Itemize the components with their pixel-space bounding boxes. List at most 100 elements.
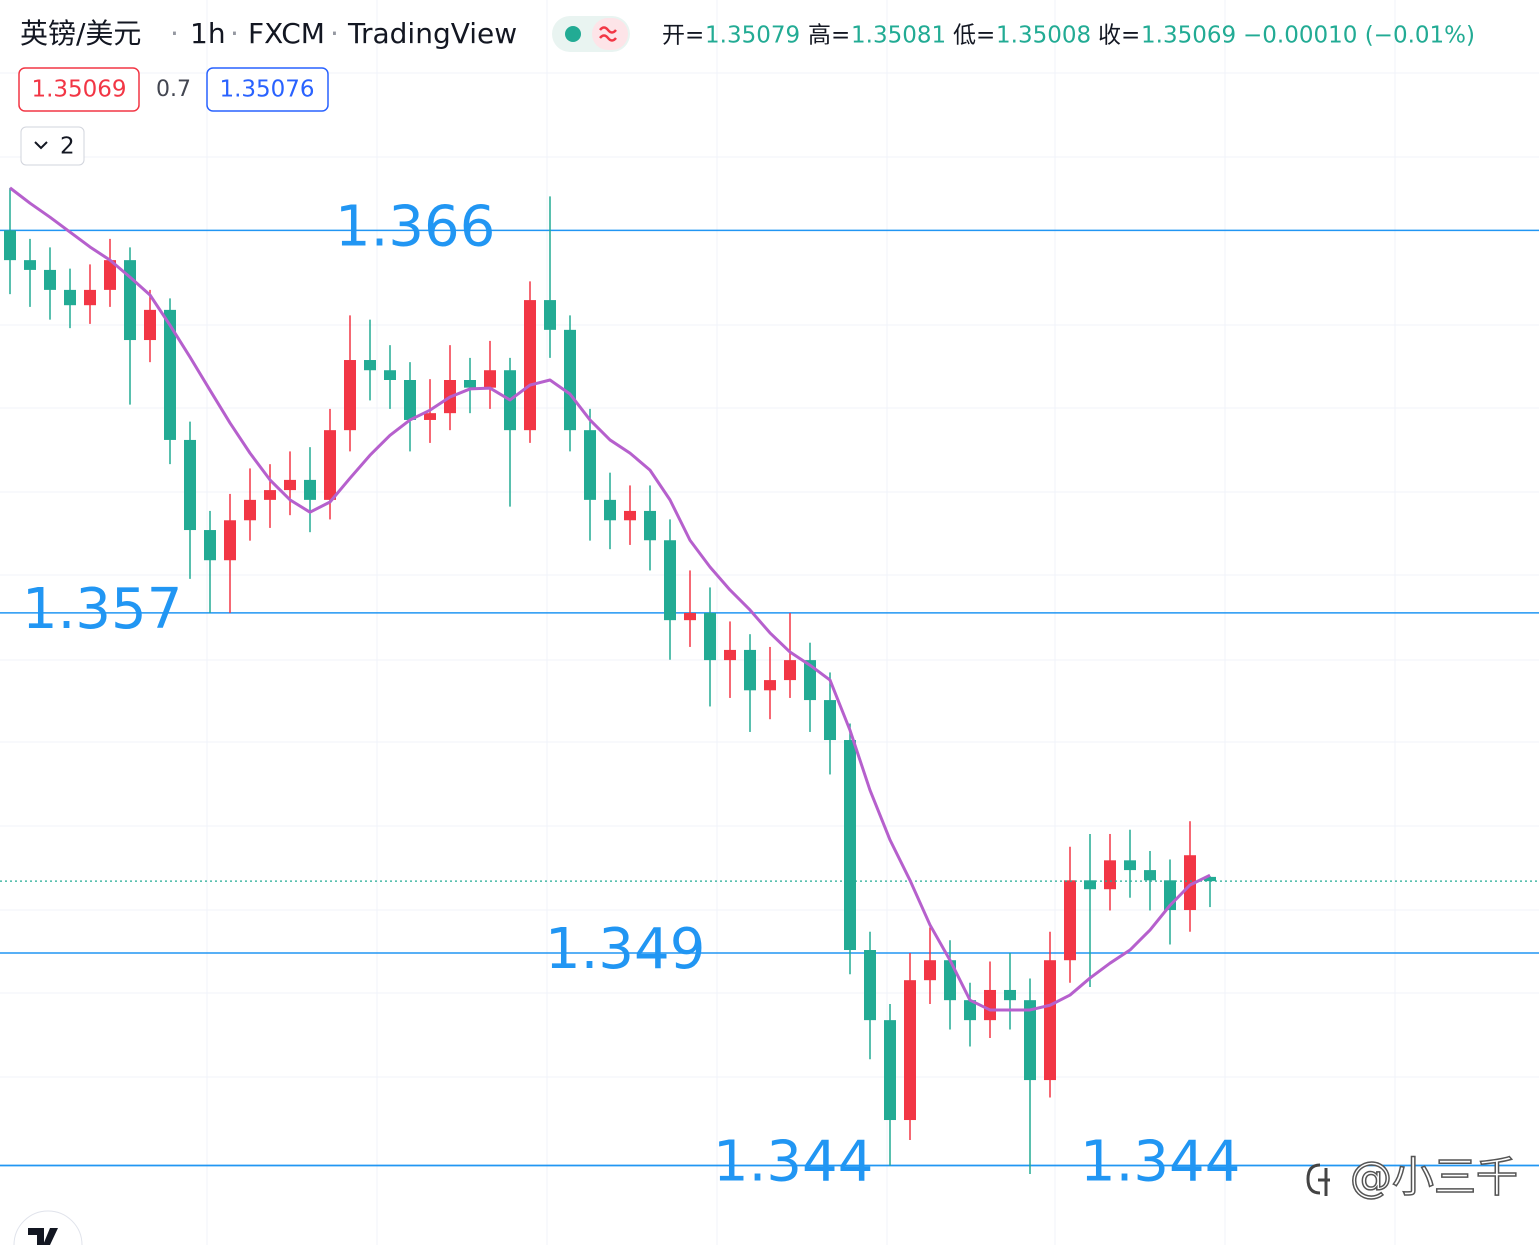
candle-body [464,380,476,388]
ask: 1.35076 [219,77,314,103]
candle-body [104,260,116,290]
bid: 1.35069 [31,77,126,103]
candle-body [524,300,536,431]
level-label: 1.349 [545,917,705,982]
candle-body [44,269,56,290]
level-label: 1.366 [335,195,495,260]
candle-body [364,360,376,371]
status-dot [565,26,581,42]
exchange: FXCM [248,17,325,50]
candle-body [1184,855,1196,911]
candle-body [644,510,656,541]
candle-body [564,329,576,431]
candle-body [624,510,636,521]
watermark-text: @小三千 [1350,1153,1518,1202]
candle-body [964,1000,976,1021]
separator: · [330,17,339,50]
tv-logo [13,1210,83,1245]
ohlc-value: 1.35008 [996,23,1091,49]
candle-body [604,499,616,521]
candle-body [64,289,76,306]
candle-body [704,612,716,661]
candle-body [544,300,556,330]
candle-body [1124,860,1136,871]
candle-body [1204,876,1216,882]
candle-body [684,612,696,621]
candle-body [224,520,236,561]
buy-button[interactable] [206,67,329,112]
candle-body [724,649,736,661]
candle-body [184,439,196,531]
candle-body [244,499,256,521]
candle-body [944,960,956,1001]
candle-body [344,360,356,431]
candle-body [1004,989,1016,1001]
candle-body [1024,1000,1036,1081]
watermark-logo [1306,1163,1330,1196]
moving-average [9,186,1211,1012]
candle-body [884,1020,896,1121]
candle-body [1064,880,1076,961]
candle-body [24,260,36,270]
candle-body [764,680,776,691]
status-icon [599,26,617,42]
ohlc-value: 1.35069 [1141,23,1236,49]
candle-body [864,950,876,1021]
symbol: 英镑/美元 [20,17,141,50]
ohlc-label: 低= [953,23,995,49]
candle-body [324,430,336,500]
ohlc-label: 高= [808,23,850,49]
candle-body [784,660,796,681]
change: −0.00010 (−0.01%) [1243,23,1475,49]
ohlc-label: 收= [1098,23,1140,49]
candle-body [1084,880,1096,890]
separator: · [230,17,239,50]
logo-bg [13,1210,83,1245]
candle-body [584,430,596,500]
candle-body [904,980,916,1121]
ohlc-value: 1.35079 [705,23,800,49]
candle-body [1144,870,1156,881]
candle-body [304,479,316,500]
candle-body [844,740,856,951]
candle-body [1104,860,1116,890]
header: 英镑/美元 · 1h · FXCM · TradingView 开= 1.350… [18,16,1475,166]
candle-body [924,960,936,981]
ohlc-label: 开= [662,23,704,49]
logo-mark [28,1228,58,1245]
candle-body [264,490,276,500]
status-icon-bg [592,18,628,50]
chevron [34,141,48,150]
platform: TradingView [347,17,517,50]
spread: 0.7 [156,77,191,102]
plot: 1.366 1.357 1.349 1.344 1.344 [0,186,1539,1195]
ohlc-value: 1.35081 [851,23,946,49]
candle-body [804,660,816,701]
candle-body [84,289,96,306]
candle-body [284,479,296,491]
candle-body [484,370,496,388]
sell-button[interactable] [18,67,140,112]
level-label: 1.344 [713,1130,873,1195]
level-label: 1.344 [1080,1130,1240,1195]
candle-body [164,309,176,440]
candle-body [4,230,16,261]
candle-body [384,370,396,381]
indicator-count: 2 [60,134,75,160]
level-label: 1.357 [22,577,182,642]
indicator-toggle[interactable] [20,126,85,166]
watermark: @小三千 [1306,1152,1519,1202]
candle-body [404,380,416,420]
separator: · [170,17,179,50]
candle-body [984,989,996,1021]
candle-body [424,413,436,420]
candle-body [204,530,216,561]
candle-body [824,700,836,741]
candle-body [664,540,676,621]
interval: 1h [190,17,226,50]
candle-body [1044,960,1056,1081]
candle-body [144,309,156,341]
candle-body [744,649,756,691]
